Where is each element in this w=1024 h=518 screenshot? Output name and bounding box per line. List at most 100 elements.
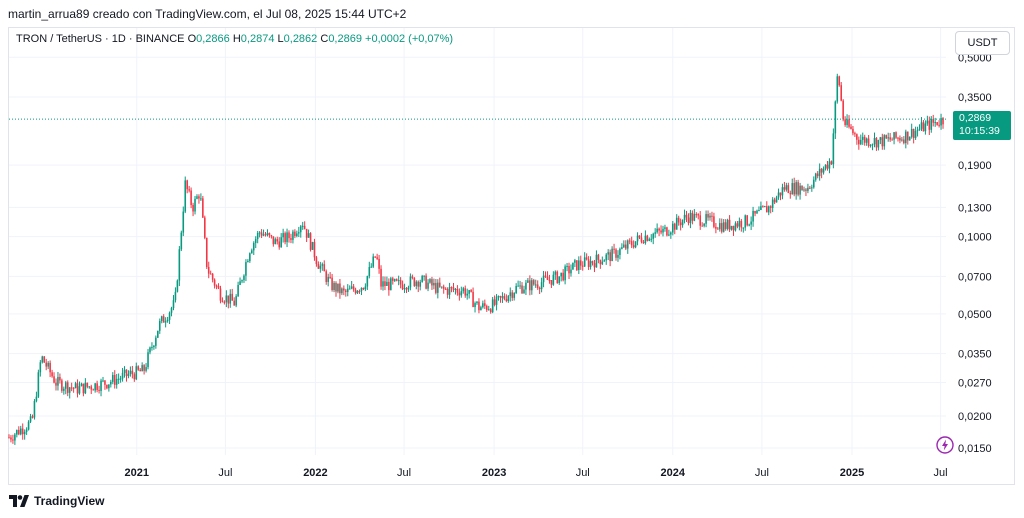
candle-body (578, 260, 580, 271)
candle-body (160, 316, 163, 322)
candle-body (742, 227, 745, 229)
candle-body (391, 278, 394, 281)
x-tick-label: 2024 (661, 467, 686, 479)
candle-body (930, 119, 933, 130)
candle-body (292, 231, 294, 240)
candle-body (429, 279, 431, 283)
candle-body (783, 187, 786, 190)
candle-body (17, 429, 20, 435)
candle-body (824, 164, 827, 169)
candle-body (192, 204, 194, 212)
candle-body (652, 233, 655, 239)
candle-body (29, 416, 32, 422)
candle-body (386, 281, 388, 286)
candle-body (560, 272, 562, 277)
candle-body (820, 168, 823, 173)
candle-body (613, 248, 615, 250)
candle-body (897, 137, 899, 139)
candle-body (133, 374, 136, 380)
candle-body (642, 241, 645, 244)
candle-body (14, 434, 16, 441)
candle-body (435, 282, 437, 293)
candle-body (581, 265, 584, 267)
candle-body (861, 136, 864, 140)
candle-body (677, 217, 680, 223)
y-tick-label: 0,0270 (958, 378, 992, 390)
candle-body (867, 138, 870, 146)
candle-body (321, 264, 324, 266)
y-tick-label: 0,1000 (958, 232, 992, 244)
candle-body (795, 182, 797, 195)
candle-body (630, 241, 633, 246)
candle-body (722, 222, 725, 232)
candle-body (49, 362, 51, 373)
candle-body (233, 300, 235, 306)
candle-body (634, 241, 637, 248)
candle-body (162, 316, 165, 323)
candle-body (773, 199, 776, 203)
candle-body (98, 389, 100, 391)
candle-body (317, 264, 320, 269)
candle-body (25, 429, 28, 432)
candle-body (423, 275, 425, 277)
candle-body (816, 173, 819, 177)
chart-attribution: martin_arrua89 creado con TradingView.co… (8, 7, 407, 21)
candle-body (889, 137, 891, 140)
candle-body (707, 214, 709, 218)
low-value: 0,2862 (283, 33, 318, 45)
symbol-label[interactable]: TRON / TetherUS · 1D · BINANCE (16, 33, 185, 45)
candle-body (621, 247, 623, 249)
candle-body (538, 287, 541, 290)
brand-footer[interactable]: TradingView (9, 494, 104, 508)
candle-body (121, 372, 124, 379)
candle-body (591, 261, 594, 264)
candle-body (474, 303, 476, 308)
candle-body (658, 228, 660, 231)
candle-body (393, 279, 396, 281)
candle-body (431, 279, 433, 286)
candle-body (480, 307, 482, 311)
candle-body (178, 249, 181, 281)
candle-body (266, 233, 269, 236)
candle-body (286, 232, 288, 243)
candle-body (139, 369, 141, 372)
candle-body (196, 196, 198, 199)
candle-body (765, 206, 768, 213)
candle-body (511, 292, 514, 298)
candle-body (646, 235, 649, 241)
currency-button[interactable]: USDT (955, 31, 1010, 55)
candle-body (207, 266, 210, 274)
candle-body (515, 286, 517, 293)
candle-body (865, 138, 868, 143)
candle-body (143, 365, 145, 371)
candle-body (811, 187, 813, 189)
lightning-icon[interactable] (936, 436, 954, 454)
candle-body (235, 296, 237, 306)
candle-body (274, 239, 277, 245)
candle-body (66, 382, 69, 393)
candle-body (595, 254, 598, 268)
candle-body (382, 281, 384, 287)
candle-body (542, 275, 545, 283)
candle-body (254, 239, 257, 243)
candle-body (307, 233, 310, 238)
candle-body (188, 189, 190, 191)
candle-body (527, 280, 529, 283)
candle-body (695, 214, 698, 216)
candle-body (166, 319, 169, 322)
candle-body (881, 137, 884, 147)
high-value: 0,2874 (240, 33, 275, 45)
candle-body (589, 261, 592, 267)
candle-body (427, 282, 429, 289)
candle-body (462, 288, 465, 292)
candle-body (562, 272, 564, 281)
candle-body (450, 287, 453, 289)
candle-body (360, 287, 363, 292)
x-tick-label: 2023 (482, 467, 506, 479)
candle-body (305, 228, 308, 238)
candle-body (327, 276, 329, 282)
candle-body (568, 265, 570, 274)
candle-body (754, 210, 756, 214)
candle-body (278, 241, 281, 248)
